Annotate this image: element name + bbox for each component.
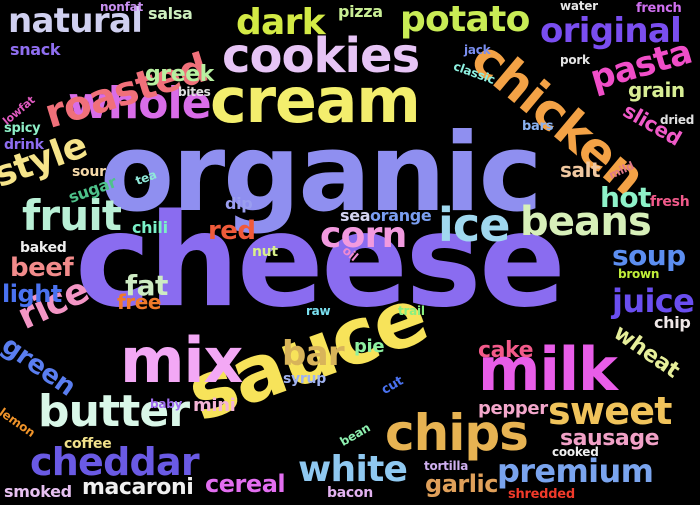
word-raw: raw: [306, 304, 331, 318]
word-grain: grain: [628, 78, 685, 102]
word-bacon: bacon: [327, 485, 373, 501]
word-cake: cake: [478, 338, 534, 363]
word-nonfat: nonfat: [100, 0, 143, 14]
word-water: water: [560, 0, 598, 13]
word-butter: butter: [38, 386, 190, 437]
word-trail: trail: [398, 304, 425, 318]
word-spicy: spicy: [4, 121, 41, 136]
word-pie: pie: [354, 336, 385, 357]
word-salsa: salsa: [148, 4, 193, 23]
word-mini: mini: [193, 395, 236, 416]
word-juice: juice: [612, 282, 695, 320]
word-beef: beef: [10, 253, 74, 283]
word-premium: premium: [497, 452, 654, 490]
word-snack: snack: [10, 40, 61, 59]
word-sea: sea: [340, 206, 371, 225]
word-ice: ice: [438, 198, 510, 252]
word-fresh: fresh: [650, 194, 690, 210]
word-corn: corn: [320, 215, 407, 256]
word-cooked: cooked: [552, 445, 599, 459]
word-cheddar: cheddar: [30, 440, 200, 484]
word-natural: natural: [8, 1, 143, 41]
word-original: original: [540, 11, 682, 51]
word-chili: chili: [132, 218, 168, 237]
word-lemon: lemon: [0, 405, 38, 440]
word-garlic: garlic: [425, 470, 499, 498]
word-whole: whole: [68, 78, 212, 129]
bottom-strip: [0, 505, 700, 513]
word-baked: baked: [20, 240, 67, 256]
word-fat: fat: [125, 269, 168, 302]
word-dark: dark: [236, 2, 326, 43]
word-syrup: syrup: [283, 371, 326, 387]
word-potato: potato: [400, 0, 530, 40]
word-sweet: sweet: [548, 389, 672, 433]
word-brown: brown: [618, 267, 660, 281]
word-french: french: [636, 1, 682, 16]
word-orange: orange: [370, 206, 432, 225]
word-salt: salt: [560, 158, 601, 182]
word-bites: bites: [178, 85, 211, 99]
word-cookies: cookies: [222, 28, 420, 84]
word-cream: cream: [210, 64, 421, 137]
word-pepper: pepper: [478, 398, 548, 419]
word-free: free: [117, 290, 162, 314]
word-pork: pork: [560, 53, 590, 67]
word-bar: bar: [282, 334, 345, 374]
word-light: light: [2, 280, 62, 308]
word-hot: hot: [600, 181, 651, 214]
word-cut: cut: [379, 373, 406, 398]
word-tortilla: tortilla: [424, 459, 469, 473]
word-white: white: [298, 449, 408, 490]
word-dried: dried: [660, 113, 695, 127]
word-chips: chips: [385, 404, 529, 462]
word-bars: bars: [522, 119, 554, 134]
word-cheese: cheese: [75, 187, 566, 336]
word-baby: baby: [150, 397, 183, 411]
word-soup: soup: [612, 239, 686, 272]
word-smoked: smoked: [4, 482, 72, 501]
word-pizza: pizza: [338, 2, 383, 21]
word-shredded: shredded: [508, 487, 575, 502]
word-jack: jack: [464, 43, 491, 57]
word-sausage: sausage: [560, 426, 660, 451]
word-macaroni: macaroni: [82, 475, 194, 500]
word-beans: beans: [520, 199, 652, 245]
word-mix: mix: [120, 324, 243, 397]
word-cereal: cereal: [205, 470, 286, 498]
word-greek: greek: [145, 62, 214, 87]
word-milk: milk: [478, 335, 618, 405]
word-organic: organic: [100, 111, 543, 236]
word-sour: sour: [72, 164, 106, 180]
word-bean: bean: [337, 420, 373, 449]
word-fruit: fruit: [22, 191, 122, 240]
word-coffee: coffee: [64, 436, 112, 452]
word-drink: drink: [4, 137, 44, 153]
word-nut: nut: [252, 244, 278, 260]
word-red: red: [208, 216, 256, 246]
word-dip: dip: [225, 194, 253, 213]
word-chip: chip: [654, 313, 691, 332]
